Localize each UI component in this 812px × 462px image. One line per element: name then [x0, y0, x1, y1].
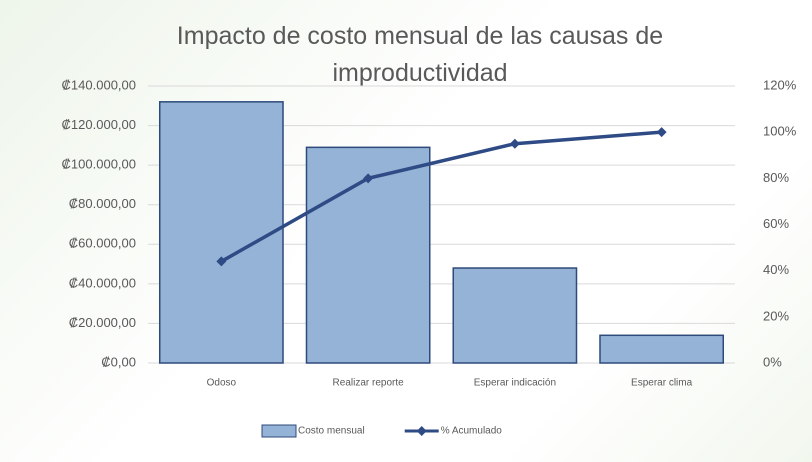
- line-marker: [509, 138, 520, 149]
- y2-tick-label: 0%: [763, 354, 782, 369]
- line-marker: [363, 173, 374, 184]
- y-tick-label: ₡0,00: [101, 354, 136, 369]
- y-tick-label: ₡20.000,00: [69, 315, 136, 330]
- y-tick-label: ₡140.000,00: [62, 77, 136, 92]
- y-tick-label: ₡120.000,00: [62, 117, 136, 132]
- line-marker: [216, 256, 227, 267]
- line: [220, 130, 662, 263]
- bar: [452, 267, 578, 364]
- y2-tick-label: 100%: [763, 124, 797, 139]
- y2-tick-label: 40%: [763, 262, 789, 277]
- y2-tick-label: 120%: [763, 77, 797, 92]
- chart-title: Impacto de costo mensual de las causas d…: [176, 22, 664, 87]
- bar: [599, 334, 725, 364]
- bar: [158, 101, 284, 364]
- x-tick-label: Esperar indicación: [474, 378, 556, 389]
- y2-tick-label: 80%: [763, 170, 789, 185]
- y-tick-label: ₡100.000,00: [62, 157, 136, 172]
- y-tick-label: ₡60.000,00: [69, 236, 136, 251]
- y-tick-label: ₡40.000,00: [69, 275, 136, 290]
- line-marker: [656, 127, 667, 138]
- legend-marker: [416, 426, 427, 436]
- y-tick-label: ₡80.000,00: [69, 196, 136, 211]
- y2-tick-label: 60%: [763, 216, 789, 231]
- legend-swatch: [261, 424, 297, 438]
- x-tick-label: Esperar clima: [631, 378, 693, 389]
- legend-label: % Acumulado: [441, 426, 503, 437]
- x-tick-label: Realizar reporte: [333, 378, 405, 389]
- y2-tick-label: 20%: [763, 308, 789, 323]
- x-tick-label: Odoso: [207, 378, 237, 389]
- legend-label: Costo mensual: [298, 426, 365, 437]
